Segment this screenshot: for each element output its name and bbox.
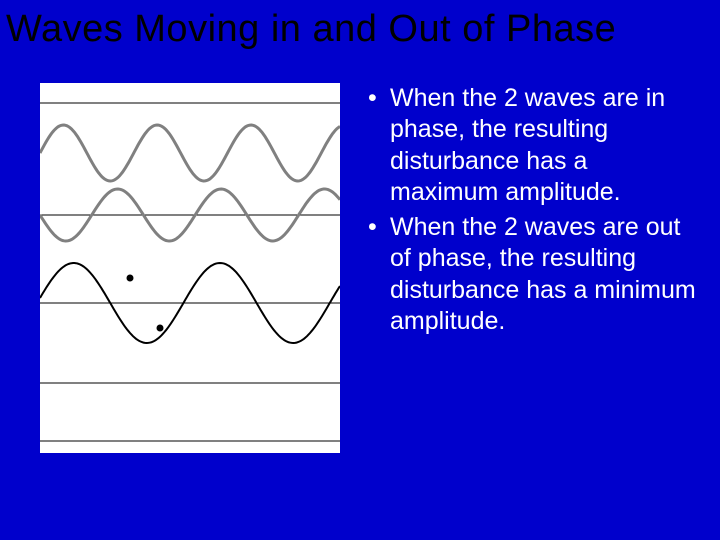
bullet-list: When the 2 waves are in phase, the resul… xyxy=(340,83,700,453)
wave-diagram xyxy=(40,83,340,453)
slide-title: Waves Moving in and Out of Phase xyxy=(0,0,720,55)
wave-svg xyxy=(40,83,340,453)
content-area: When the 2 waves are in phase, the resul… xyxy=(0,55,720,453)
bullet-item: When the 2 waves are in phase, the resul… xyxy=(368,83,700,208)
bullet-item: When the 2 waves are out of phase, the r… xyxy=(368,212,700,337)
